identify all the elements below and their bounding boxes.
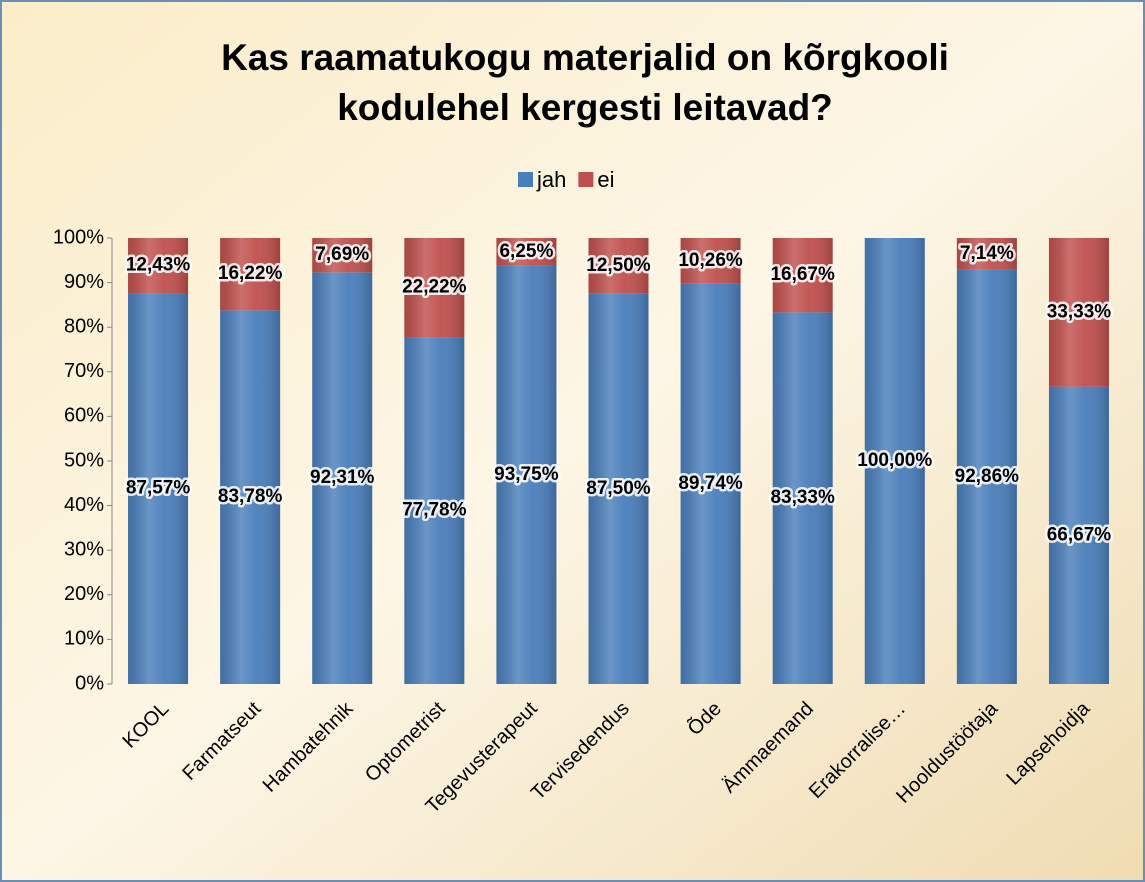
bar-highlight [312,272,373,684]
bar-highlight [680,283,741,684]
value-label: 66,67% [1047,524,1112,545]
bar-highlight [1048,386,1109,684]
y-tick-label: 0% [75,672,104,694]
bar-highlight [772,312,833,684]
y-tick-label: 40% [64,494,104,516]
value-label: 33,33% [1047,301,1112,322]
value-label: 12,50% [586,255,651,276]
value-label: 16,22% [218,263,283,284]
value-label: 10,26% [678,250,743,271]
legend-label: jah [536,167,566,192]
bar-highlight [312,238,373,273]
y-tick-label: 70% [64,360,104,382]
legend-swatch [518,172,533,187]
bar-highlight [404,238,465,338]
value-label: 100,00% [857,450,932,471]
bar-highlight [864,238,925,684]
bar-highlight [220,238,281,311]
bar-highlight [404,337,465,684]
value-label: 83,78% [218,486,283,507]
bar-highlight [772,238,833,313]
value-label: 22,22% [402,277,467,298]
value-label: 12,43% [126,255,191,276]
legend-swatch [578,172,594,187]
bar-highlight [220,310,281,684]
bar-highlight [588,293,649,684]
value-label: 93,75% [494,464,559,485]
bar-highlight [128,238,189,294]
bar-highlight [496,265,557,684]
value-label: 77,78% [402,500,467,521]
y-tick-label: 20% [64,583,104,605]
value-label: 6,25% [499,241,553,262]
y-tick-label: 80% [64,315,104,337]
y-tick-label: 100% [53,226,104,248]
value-label: 83,33% [770,487,835,508]
y-tick-label: 30% [64,538,104,560]
bar-highlight [496,238,557,266]
bar-highlight [1048,238,1109,387]
value-label: 92,31% [310,467,375,488]
value-label: 87,50% [586,478,651,499]
chart-title: kodulehel kergesti leitavad? [337,87,833,128]
value-label: 87,57% [126,478,191,499]
bar-highlight [128,293,189,684]
value-label: 16,67% [770,264,835,285]
value-label: 7,69% [315,244,369,265]
bar-highlight [588,238,649,294]
bar-highlight [956,238,1017,270]
legend-label: ei [597,167,614,192]
y-tick-label: 10% [64,628,104,650]
y-tick-label: 90% [64,271,104,293]
y-tick-label: 50% [64,449,104,471]
value-label: 7,14% [960,243,1014,264]
value-label: 92,86% [955,466,1020,487]
bar-highlight [956,269,1017,684]
bar-highlight [680,238,741,284]
y-tick-label: 60% [64,405,104,427]
chart-title: Kas raamatukogu materjalid on kõrgkooli [221,37,949,78]
value-label: 89,74% [678,473,743,494]
